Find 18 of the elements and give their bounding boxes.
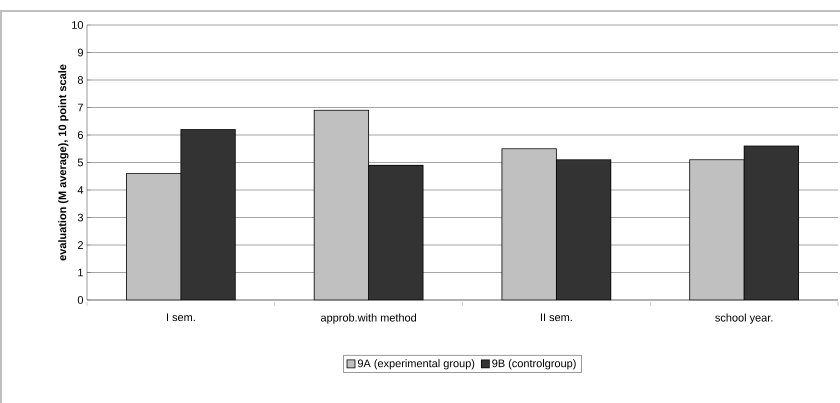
x-tick-label: II sem.	[540, 314, 572, 322]
y-tick-label: 5	[78, 158, 84, 166]
y-tick-label: 1	[78, 268, 83, 276]
legend-label: 9B (controlgroup)	[492, 359, 576, 370]
y-tick-label: 4	[78, 186, 84, 194]
y-tick-label: 0	[78, 296, 84, 304]
y-tick-label: 8	[78, 76, 83, 84]
x-tick-label: approb.with method	[320, 314, 416, 324]
x-tick-label: I sem.	[166, 314, 195, 322]
y-tick-label: 7	[78, 104, 83, 112]
legend-label: 9A (experimental group)	[358, 359, 474, 370]
y-tick-label: 10	[72, 21, 84, 29]
x-tick-label: school year.	[715, 314, 772, 324]
y-axis-title: evaluation (M average), 10 point scale	[58, 64, 68, 260]
y-tick-label: 9	[78, 48, 83, 56]
y-tick-label: 2	[78, 241, 83, 249]
y-tick-label: 6	[78, 131, 83, 139]
y-tick-label: 3	[78, 214, 83, 222]
